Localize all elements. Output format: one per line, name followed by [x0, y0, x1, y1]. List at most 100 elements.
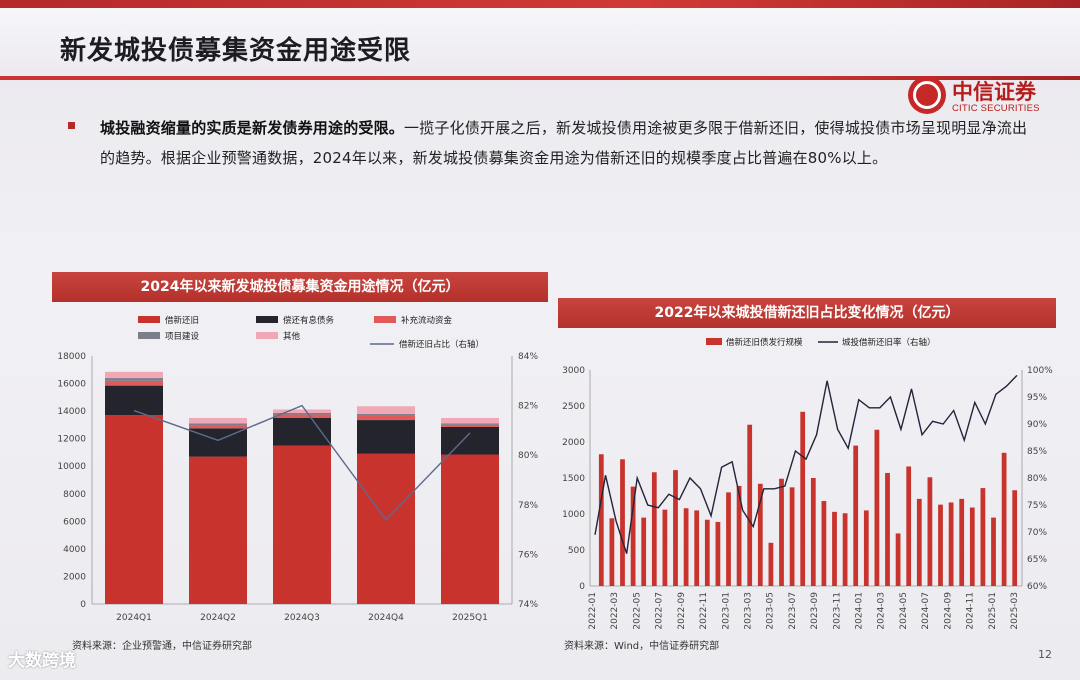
bar-segment: [105, 378, 163, 381]
bar-segment: [441, 426, 499, 455]
x-tick-label: 2024Q1: [116, 613, 152, 623]
bar: [991, 517, 996, 586]
y-left-tick: 10000: [57, 462, 86, 472]
y-left-tick: 16000: [57, 380, 86, 390]
legend-swatch: [256, 316, 278, 323]
bar: [927, 477, 933, 586]
bar: [630, 486, 636, 586]
bar: [694, 510, 700, 586]
legend-label: 补充流动资金: [401, 315, 453, 326]
y-right-tick: 70%: [1027, 528, 1047, 538]
y-right-tick: 80%: [518, 451, 538, 461]
x-tick-label: 2023-01: [721, 592, 731, 630]
bar-segment: [105, 371, 163, 379]
bar-segment: [441, 423, 499, 425]
bar-segment: [189, 423, 247, 426]
y-right-tick: 78%: [518, 501, 538, 511]
right-chart-source: 资料来源：Wind，中信证券研究部: [564, 641, 720, 652]
y-left-tick: 1000: [562, 510, 585, 520]
bar: [863, 510, 869, 586]
bar-segment: [441, 424, 499, 427]
y-left-tick: 14000: [57, 407, 86, 417]
x-tick-label: 2024-07: [921, 592, 931, 630]
legend-label-line: 借新还旧占比（右轴）: [399, 339, 484, 350]
bar: [779, 478, 784, 586]
x-tick-label: 2024-05: [899, 592, 909, 630]
page-number: 12: [1038, 648, 1052, 661]
summary-paragraph: 城投融资缩量的实质是新发债券用途的受限。一揽子化债开展之后，新发城投债用途被更多…: [100, 113, 1030, 173]
y-right-tick: 90%: [1027, 420, 1047, 430]
bar: [598, 454, 604, 586]
ratio-line: [594, 374, 1018, 554]
bar: [651, 472, 657, 586]
bar: [959, 498, 965, 586]
bar: [906, 466, 912, 586]
x-tick-label: 2022-05: [632, 592, 642, 630]
bar-segment: [273, 409, 331, 413]
left-chart-title: 2024年以来新发城投债募集资金用途情况（亿元）: [52, 272, 548, 302]
bar-segment: [189, 425, 247, 429]
y-right-tick: 84%: [518, 352, 538, 362]
x-tick-label: 2024-03: [877, 592, 887, 630]
logo-english: CITIC SECURITIES: [952, 103, 1040, 114]
y-left-tick: 3000: [562, 366, 585, 376]
x-tick-label: 2025-03: [1010, 592, 1020, 630]
bar: [747, 424, 753, 586]
bullet-square-icon: [68, 122, 75, 129]
y-right-tick: 76%: [518, 550, 538, 560]
bar: [1001, 452, 1007, 586]
bar-segment: [273, 412, 331, 415]
y-right-tick: 74%: [518, 600, 538, 610]
x-tick-label: 2024Q3: [284, 613, 320, 623]
y-right-tick: 85%: [1027, 447, 1047, 457]
x-tick-label: 2022-11: [699, 592, 709, 630]
y-left-tick: 6000: [63, 517, 86, 527]
watermark: 大数跨境: [8, 651, 76, 671]
bar: [609, 518, 615, 586]
y-left-tick: 0: [579, 582, 585, 592]
bar-segment: [357, 453, 415, 604]
y-right-tick: 95%: [1027, 393, 1047, 403]
x-tick-label: 2024-11: [966, 592, 976, 630]
bar: [895, 533, 901, 586]
legend-label: 其他: [283, 331, 301, 342]
legend-swatch: [374, 316, 396, 323]
x-tick-label: 2022-07: [655, 592, 665, 630]
x-tick-label: 2022-09: [677, 592, 687, 630]
bar: [800, 411, 806, 586]
bar: [641, 517, 647, 586]
bar-segment: [357, 415, 415, 421]
legend-label: 项目建设: [165, 331, 200, 342]
legend-label: 借新还旧债发行规模: [726, 337, 803, 348]
x-tick-label: 2022-01: [588, 592, 598, 630]
y-left-tick: 18000: [57, 352, 86, 362]
slide-title: 新发城投债募集资金用途受限: [60, 36, 412, 66]
y-right-tick: 60%: [1027, 582, 1047, 592]
citic-logo: 中信证券 CITIC SECURITIES: [908, 74, 1058, 124]
bar: [842, 513, 848, 586]
bar-segment: [273, 414, 331, 418]
legend-swatch: [138, 332, 160, 339]
bar: [715, 521, 721, 586]
x-tick-label: 2024-01: [855, 592, 865, 630]
x-tick-label: 2024Q4: [368, 613, 404, 623]
legend-swatch: [706, 338, 722, 345]
y-left-tick: 12000: [57, 435, 86, 445]
bar-segment: [441, 418, 499, 424]
bar-segment: [105, 415, 163, 604]
y-left-tick: 4000: [63, 545, 86, 555]
bar: [821, 501, 827, 586]
ratio-line: [133, 404, 471, 521]
bar-segment: [189, 418, 247, 424]
right-chart: 借新还旧债发行规模 城投借新还旧率（右轴） 0 500 1000 1500 2000 2500…: [562, 337, 1053, 630]
bar-segment: [357, 413, 415, 416]
y-left-tick: 0: [80, 600, 86, 610]
bar: [916, 498, 922, 586]
x-tick-label: 2023-11: [832, 592, 842, 630]
title-rule: [0, 76, 1080, 80]
bar: [832, 511, 837, 586]
bar: [885, 472, 890, 586]
bar-segment: [105, 385, 163, 416]
citic-emblem-icon: [908, 76, 946, 114]
